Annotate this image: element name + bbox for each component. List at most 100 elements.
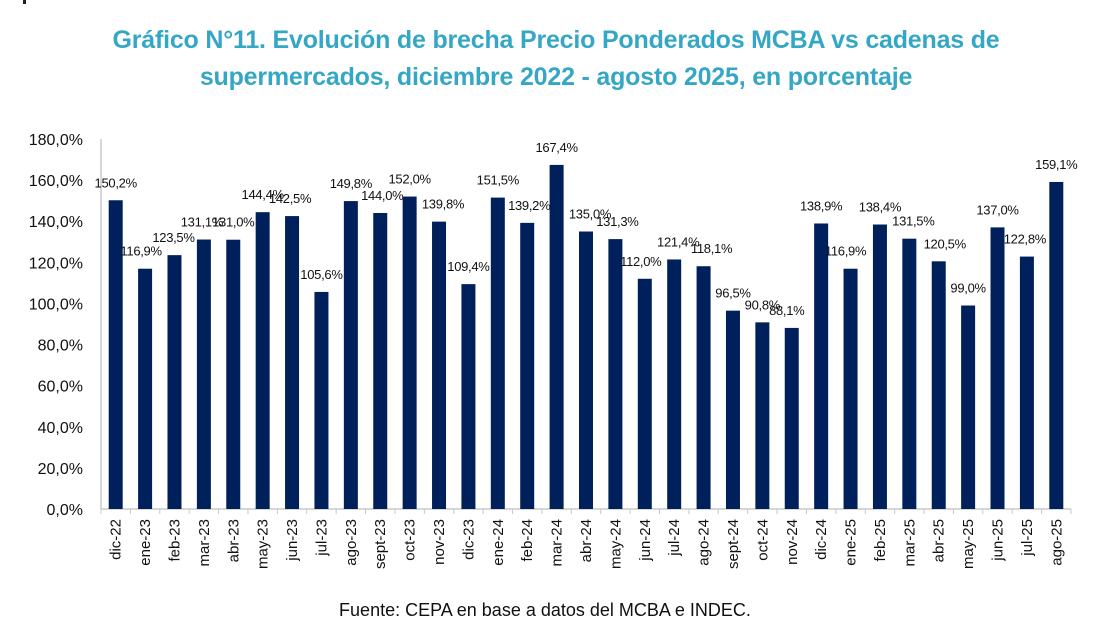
bar: [637, 278, 652, 509]
x-axis: dic-22 ene-23 feb-23 mar-23 abr-23 may-23 jun-…: [100, 508, 1072, 569]
data-label: 105,6%: [300, 267, 343, 282]
data-label: 131,0%: [212, 215, 255, 230]
bar: [167, 255, 182, 509]
y-tick-label: 80,0%: [38, 338, 83, 355]
data-label: 144,4%: [242, 187, 285, 202]
x-tick-label: ene-25: [843, 519, 860, 566]
bar: [784, 327, 799, 509]
y-tick-label: 120,0%: [29, 255, 83, 272]
data-label: 135,0%: [569, 207, 612, 222]
x-tick-label: may-25: [960, 519, 977, 569]
x-tick-label: mar-24: [549, 519, 566, 567]
y-tick-label: 40,0%: [38, 420, 83, 437]
bar: [872, 224, 887, 509]
bar: [108, 200, 123, 509]
x-tick-label: jun-24: [637, 519, 654, 562]
data-label: 123,5%: [152, 230, 195, 245]
data-label: 112,0%: [620, 254, 662, 269]
x-tick-label: mar-23: [196, 519, 213, 567]
bar: [902, 238, 917, 509]
data-labels: 150,2%116,9%123,5%131,1%131,0%144,4%142,…: [95, 140, 1079, 318]
data-label: 131,1%: [181, 215, 224, 230]
bar: [549, 164, 564, 509]
bar: [755, 322, 770, 509]
chart-title: Gráfico N°11. Evolución de brecha Precio…: [0, 22, 1112, 96]
bar: [285, 216, 300, 510]
x-tick-label: dic-22: [108, 519, 125, 560]
x-tick-label: ago-23: [343, 519, 360, 566]
x-tick-label: feb-24: [519, 519, 536, 562]
data-label: 109,4%: [447, 259, 490, 274]
x-tick-label: jun-25: [990, 519, 1007, 562]
bar: [961, 305, 976, 509]
data-label: 90,8%: [745, 297, 781, 312]
bar: [814, 223, 829, 509]
bars: [108, 164, 1064, 510]
data-label: 118,1%: [691, 241, 733, 256]
x-tick-label: jul-23: [313, 519, 330, 557]
bar: [667, 259, 682, 509]
x-tick-label: ago-24: [696, 519, 713, 566]
data-label: 116,9%: [120, 244, 162, 259]
y-tick-label: 0,0%: [47, 502, 83, 519]
x-tick-label: jun-23: [284, 519, 301, 562]
x-tick-label: abr-25: [931, 519, 948, 562]
data-label: 96,5%: [715, 286, 751, 301]
x-tick-label: dic-23: [460, 519, 477, 560]
x-tick-label: feb-23: [166, 519, 183, 562]
chart-title-line-2: supermercados, diciembre 2022 - agosto 2…: [199, 63, 913, 91]
bar: [608, 239, 623, 509]
bar: [226, 239, 241, 509]
bar: [373, 213, 388, 509]
bar: [432, 221, 447, 509]
data-label: 159,1%: [1035, 157, 1078, 172]
x-tick-label: feb-25: [872, 519, 889, 562]
x-tick-label: may-23: [255, 519, 272, 569]
bar: [402, 196, 417, 510]
bar: [255, 212, 270, 509]
data-label: 138,4%: [859, 200, 902, 215]
data-label: 139,8%: [422, 197, 465, 212]
data-label: 121,4%: [657, 234, 700, 249]
data-label: 88,1%: [769, 303, 805, 318]
bar: [1019, 256, 1034, 509]
data-label: 99,0%: [950, 281, 986, 296]
x-tick-label: oct-24: [754, 519, 771, 561]
data-label: 144,0%: [361, 188, 404, 203]
data-label: 150,2%: [95, 175, 138, 190]
data-label: 139,2%: [508, 198, 551, 213]
x-tick-label: ago-25: [1048, 519, 1065, 566]
bar: [343, 201, 358, 510]
x-tick-label: sept-23: [372, 519, 389, 569]
y-tick-label: 20,0%: [38, 461, 83, 478]
data-label: 167,4%: [535, 140, 578, 155]
y-tick-label: 140,0%: [29, 214, 83, 231]
bar: [490, 197, 505, 510]
x-tick-label: may-24: [607, 519, 624, 569]
x-tick-label: dic-24: [813, 519, 830, 560]
bar: [579, 231, 593, 509]
x-tick-label: abr-24: [578, 519, 595, 562]
bar: [461, 284, 476, 509]
x-tick-label: mar-25: [901, 519, 918, 567]
x-tick-label: jul-25: [1019, 519, 1036, 557]
bar: [196, 239, 211, 509]
bar: [138, 268, 153, 509]
data-label: 116,9%: [825, 244, 867, 259]
y-tick-label: 160,0%: [29, 173, 83, 190]
y-axis: 0,0% 20,0% 40,0% 60,0% 80,0% 100,0% 120,0% 140,…: [29, 132, 102, 519]
data-label: 131,5%: [892, 214, 935, 229]
data-label: 137,0%: [976, 202, 1019, 217]
data-label: 151,5%: [477, 173, 520, 188]
bar: [696, 266, 711, 509]
x-tick-label: ene-23: [137, 519, 154, 566]
bar: [725, 310, 740, 509]
bar: [843, 268, 858, 509]
bar: [314, 291, 329, 509]
data-label: 131,3%: [596, 214, 639, 229]
data-label: 142,5%: [269, 191, 312, 206]
bar: [1049, 181, 1064, 509]
x-tick-label: oct-23: [402, 519, 419, 561]
data-label: 149,8%: [330, 176, 373, 191]
